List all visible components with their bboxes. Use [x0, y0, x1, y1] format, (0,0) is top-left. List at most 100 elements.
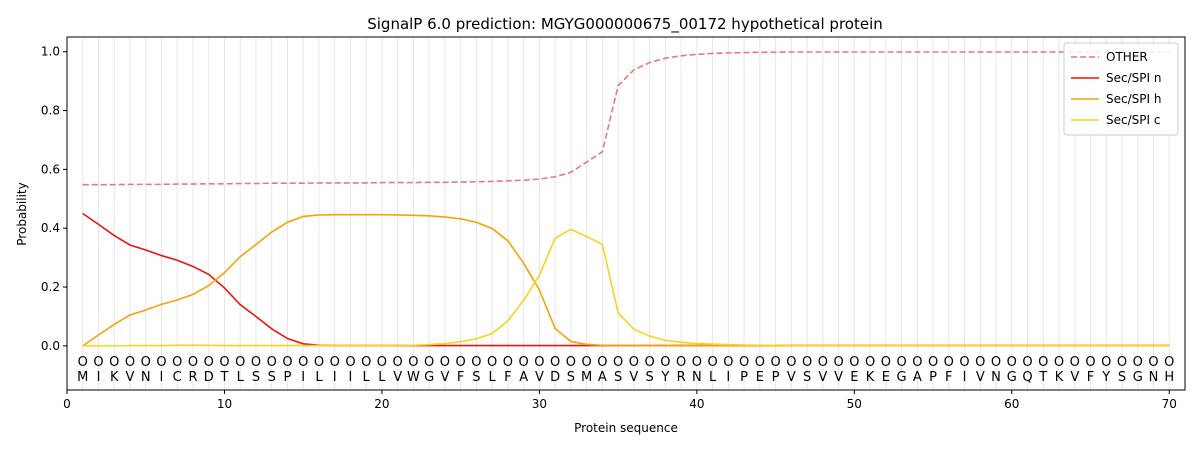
residue-label: Y: [1101, 370, 1110, 385]
state-marker: O: [78, 355, 88, 370]
state-marker: O: [298, 355, 308, 370]
residue-label: I: [301, 370, 305, 385]
plot-frame: [66, 36, 1186, 391]
residue-label: S: [268, 370, 276, 385]
state-marker: O: [267, 355, 277, 370]
state-marker: O: [928, 355, 938, 370]
residue-label: T: [219, 370, 228, 385]
state-marker: O: [1070, 355, 1080, 370]
residue-label: N: [141, 370, 151, 385]
state-marker: O: [345, 355, 355, 370]
state-marker: O: [314, 355, 324, 370]
residue-label: P: [772, 370, 780, 385]
residue-label: Q: [1022, 370, 1032, 385]
state-marker: O: [519, 355, 529, 370]
state-marker: O: [865, 355, 875, 370]
state-marker: O: [1007, 355, 1017, 370]
residue-label: I: [160, 370, 164, 385]
state-marker: O: [141, 355, 151, 370]
series-line-sec-spi-n: [82, 212, 1170, 347]
residue-label: I: [963, 370, 967, 385]
residue-label: S: [1118, 370, 1126, 385]
residue-label: P: [740, 370, 748, 385]
state-marker: O: [833, 355, 843, 370]
residue-label: A: [519, 370, 528, 385]
state-marker: O: [707, 355, 717, 370]
residue-label: T: [1038, 370, 1047, 385]
residue-label: F: [457, 370, 464, 385]
residue-label: V: [440, 370, 449, 385]
series-line-sec-spi-h: [82, 213, 1170, 347]
state-marker: O: [487, 355, 497, 370]
y-tick-label: 0.8: [41, 104, 60, 118]
residue-label: S: [252, 370, 260, 385]
state-marker: O: [645, 355, 655, 370]
x-tick-label: 70: [1162, 397, 1177, 411]
state-marker: O: [1022, 355, 1032, 370]
state-marker: O: [676, 355, 686, 370]
state-marker: O: [235, 355, 245, 370]
state-marker: O: [1085, 355, 1095, 370]
state-marker: O: [550, 355, 560, 370]
state-marker: O: [109, 355, 119, 370]
state-marker: O: [125, 355, 135, 370]
y-tick-label: 0.6: [41, 162, 60, 176]
legend: OTHER Sec/SPI n Sec/SPI h Sec/SPI c: [1063, 42, 1179, 136]
residue-label: L: [315, 370, 323, 385]
state-marker: O: [912, 355, 922, 370]
residue-label: F: [504, 370, 511, 385]
residue-label: G: [1133, 370, 1143, 385]
legend-entry: Sec/SPI n: [1106, 71, 1161, 85]
residue-label: F: [1087, 370, 1094, 385]
residue-label: S: [803, 370, 811, 385]
residue-label: V: [1070, 370, 1079, 385]
x-tick-label: 30: [532, 397, 547, 411]
state-marker: O: [613, 355, 623, 370]
state-marker: O: [755, 355, 765, 370]
residue-label: L: [489, 370, 497, 385]
residue-label: K: [110, 370, 119, 385]
residue-gridlines: [82, 37, 1170, 390]
state-marker: O: [282, 355, 292, 370]
state-marker: O: [582, 355, 592, 370]
residue-label: V: [818, 370, 827, 385]
y-axis-ticks: 0.0 0.2 0.4 0.6 0.8 1.0: [41, 45, 67, 353]
state-marker: O: [1101, 355, 1111, 370]
residue-label: V: [535, 370, 544, 385]
x-tick-label: 10: [217, 397, 232, 411]
state-marker: O: [188, 355, 198, 370]
residue-label: G: [1007, 370, 1017, 385]
state-marker: O: [566, 355, 576, 370]
series-line-other: [82, 51, 1170, 186]
residue-label: M: [581, 370, 592, 385]
y-tick-label: 0.4: [41, 221, 60, 235]
state-marker: O: [377, 355, 387, 370]
residue-label: A: [913, 370, 922, 385]
state-marker: O: [251, 355, 261, 370]
y-tick-label: 1.0: [41, 45, 60, 59]
residue-label: M: [77, 370, 88, 385]
chart-title: SignalP 6.0 prediction: MGYG000000675_00…: [367, 15, 883, 34]
residue-label: D: [550, 370, 560, 385]
state-marker: O: [660, 355, 670, 370]
state-marker: O: [975, 355, 985, 370]
legend-entry: Sec/SPI h: [1106, 92, 1161, 106]
residue-label: L: [378, 370, 386, 385]
x-tick-label: 60: [1004, 397, 1019, 411]
state-marker: O: [503, 355, 513, 370]
y-tick-label: 0.2: [41, 280, 60, 294]
state-marker: O: [881, 355, 891, 370]
residue-label: F: [945, 370, 952, 385]
x-axis-ticks: 0 10 20 30 40 50 60 70: [63, 390, 1177, 411]
residue-label: L: [363, 370, 371, 385]
legend-entry: OTHER: [1106, 50, 1148, 64]
state-marker: O: [456, 355, 466, 370]
state-marker: O: [944, 355, 954, 370]
residue-label: C: [173, 370, 182, 385]
residue-label: G: [897, 370, 907, 385]
state-marker: O: [361, 355, 371, 370]
state-marker: O: [1164, 355, 1174, 370]
residue-label: A: [598, 370, 607, 385]
residue-label: Y: [660, 370, 669, 385]
